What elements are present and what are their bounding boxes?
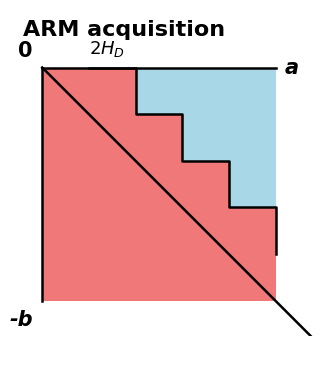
Text: a: a: [285, 57, 299, 78]
Polygon shape: [89, 68, 275, 254]
Text: $2H_D$: $2H_D$: [89, 40, 125, 59]
Text: ARM acquisition: ARM acquisition: [23, 20, 225, 40]
Text: -b: -b: [9, 310, 33, 330]
Text: 0: 0: [18, 41, 33, 60]
Polygon shape: [42, 68, 275, 301]
